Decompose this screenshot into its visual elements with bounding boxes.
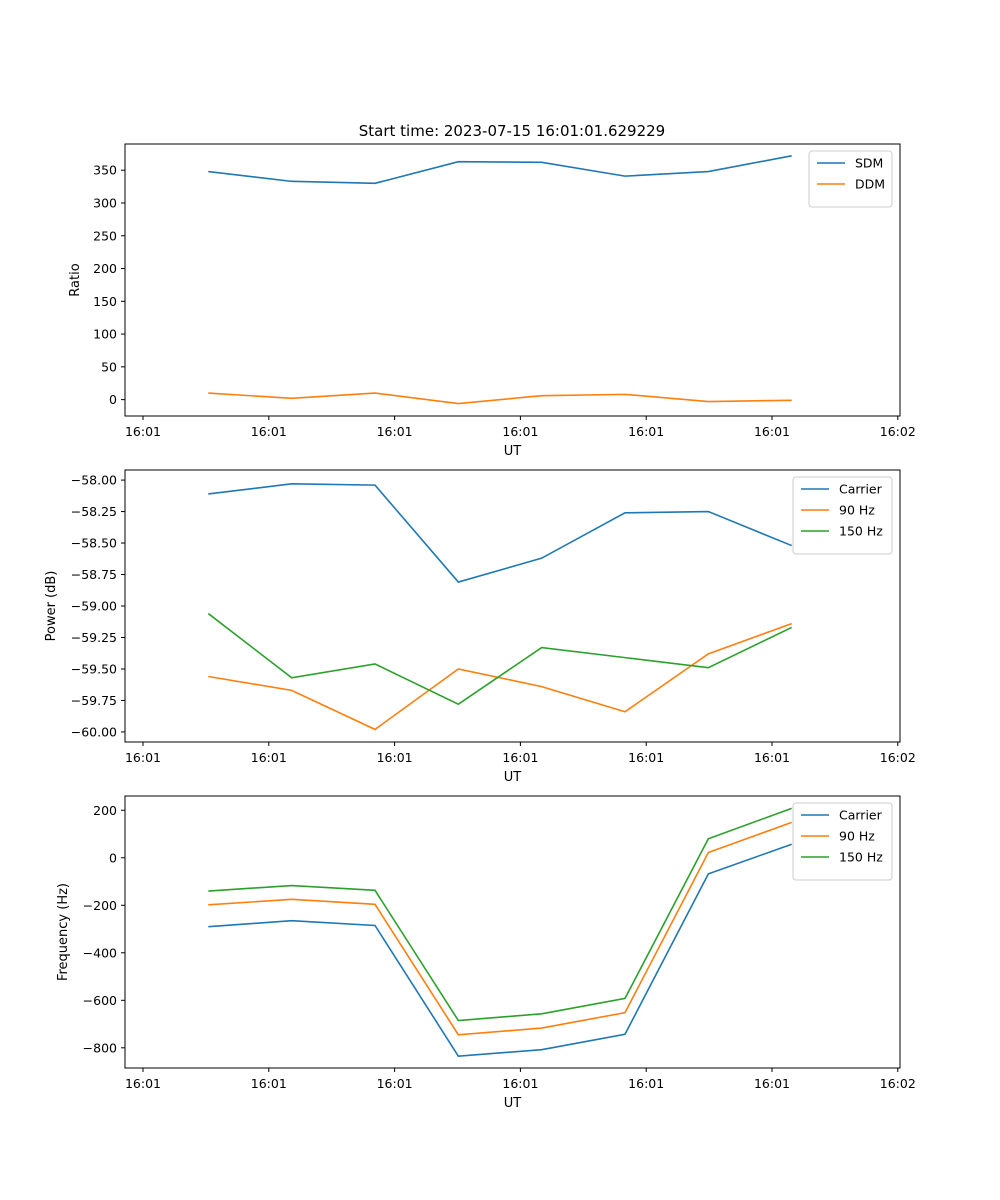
power-series-line-90-hz (208, 622, 792, 731)
frequency-legend-label: 150 Hz (839, 850, 883, 865)
power-legend-label: 150 Hz (839, 524, 883, 539)
frequency-x-tick-label: 16:02 (880, 1076, 916, 1091)
ratio-y-axis-label: Ratio (68, 263, 83, 296)
power-x-tick-label: 16:01 (628, 750, 664, 765)
ratio-y-tick-label: 200 (93, 261, 117, 276)
power-y-tick-label: −60.00 (71, 724, 117, 739)
ratio-y-tick-label: 50 (101, 359, 117, 374)
frequency-axes-frame (124, 795, 901, 1069)
ratio-y-tick-label: 300 (93, 195, 117, 210)
frequency-legend-label: 90 Hz (839, 829, 875, 844)
power-x-axis-label: UT (504, 770, 522, 785)
power-legend: Carrier 90 Hz 150 Hz (792, 476, 893, 555)
power-y-axis-label: Power (dB) (44, 571, 59, 642)
ratio-legend-box (808, 150, 893, 208)
frequency-x-tick-label: 16:01 (502, 1076, 538, 1091)
frequency-x-tick-label: 16:01 (377, 1076, 413, 1091)
power-legend-box (792, 476, 893, 555)
frequency-y-tick-label: 0 (109, 850, 117, 865)
frequency-y-tick-label: −200 (83, 898, 117, 913)
frequency-legend-label: Carrier (839, 808, 883, 823)
frequency-series-line-carrier (208, 843, 792, 1057)
frequency-x-tick-label: 16:01 (628, 1076, 664, 1091)
frequency-legend-box (792, 802, 893, 881)
frequency-y-axis-label: Frequency (Hz) (56, 883, 71, 981)
frequency-y-tick-label: 200 (93, 803, 117, 818)
frequency-panel: 16:01 16:01 16:01 16:01 16:01 16:01 16:02 UT 200… (56, 795, 916, 1111)
frequency-x-tick-label: 16:01 (125, 1076, 161, 1091)
ratio-x-tick-label: 16:02 (880, 424, 916, 439)
power-y-tick-label: −59.25 (71, 630, 117, 645)
power-x-tick-label: 16:01 (125, 750, 161, 765)
ratio-series-line-ddm (208, 392, 792, 405)
ratio-x-tick-label: 16:01 (125, 424, 161, 439)
ratio-x-tick-label: 16:01 (251, 424, 287, 439)
power-y-tick-label: −58.75 (71, 567, 117, 582)
ratio-x-tick-label: 16:01 (502, 424, 538, 439)
frequency-x-axis-label: UT (504, 1096, 522, 1111)
ratio-y-tick-label: 100 (93, 327, 117, 342)
ratio-x-tick-label: 16:01 (754, 424, 790, 439)
ratio-y-tick-label: 0 (109, 392, 117, 407)
ratio-legend-label: DDM (855, 177, 885, 192)
frequency-series-line-90-hz (208, 821, 792, 1036)
power-y-tick-label: −58.50 (71, 536, 117, 551)
ratio-y-tick-label: 250 (93, 228, 117, 243)
ratio-axes-frame (124, 143, 901, 417)
power-y-tick-label: −58.00 (71, 473, 117, 488)
ratio-y-tick-label: 350 (93, 163, 117, 178)
power-series-line-150-hz (207, 612, 793, 706)
power-legend-label: 90 Hz (839, 503, 875, 518)
power-series-line-carrier (208, 483, 792, 583)
power-y-tick-label: −58.25 (71, 504, 117, 519)
ratio-x-tick-label: 16:01 (377, 424, 413, 439)
power-x-tick-label: 16:01 (251, 750, 287, 765)
power-x-tick-label: 16:01 (377, 750, 413, 765)
frequency-series-line-150-hz (208, 807, 792, 1022)
ratio-legend-label: SDM (855, 156, 883, 171)
power-panel: 16:01 16:01 16:01 16:01 16:01 16:01 16:02 UT −58… (44, 469, 916, 785)
frequency-y-tick-label: −800 (83, 1040, 117, 1055)
power-x-tick-label: 16:01 (502, 750, 538, 765)
frequency-x-tick-label: 16:01 (251, 1076, 287, 1091)
ratio-series-line-sdm (208, 155, 792, 185)
power-axes-frame (124, 469, 901, 743)
figure-title: Start time: 2023-07-15 16:01:01.629229 (359, 122, 665, 140)
power-y-tick-label: −59.00 (71, 599, 117, 614)
frequency-y-tick-label: −400 (83, 945, 117, 960)
power-y-tick-label: −59.75 (71, 693, 117, 708)
power-x-tick-label: 16:01 (754, 750, 790, 765)
ratio-y-tick-label: 150 (93, 294, 117, 309)
frequency-y-tick-label: −600 (83, 993, 117, 1008)
frequency-legend: Carrier 90 Hz 150 Hz (792, 802, 893, 881)
ratio-legend: SDM DDM (808, 150, 893, 208)
power-x-tick-label: 16:02 (880, 750, 916, 765)
ratio-x-axis-label: UT (504, 444, 522, 459)
frequency-x-tick-label: 16:01 (754, 1076, 790, 1091)
power-y-tick-label: −59.50 (71, 661, 117, 676)
power-legend-label: Carrier (839, 482, 883, 497)
ratio-x-tick-label: 16:01 (628, 424, 664, 439)
ratio-panel: 16:01 16:01 16:01 16:01 16:01 16:01 16:02 UT 0 50… (68, 143, 916, 459)
